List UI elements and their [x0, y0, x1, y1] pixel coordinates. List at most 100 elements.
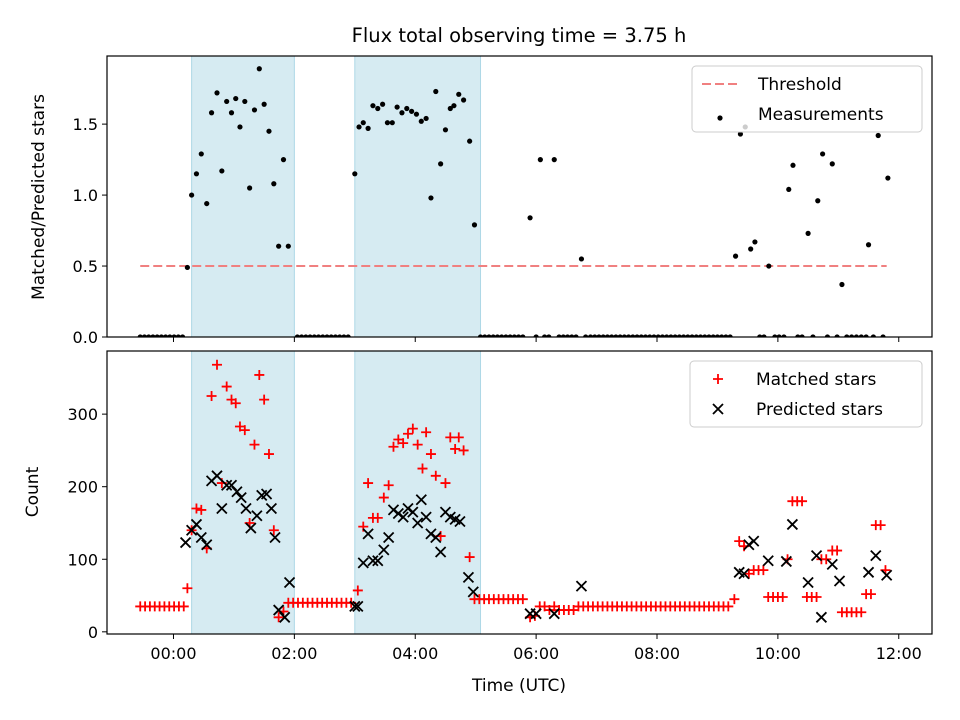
xtick-label-1-1: 02:00 — [271, 644, 317, 663]
point-matched-stars-25 — [254, 369, 265, 380]
point-matched-stars-49 — [372, 512, 383, 523]
point-matched-stars-24 — [249, 439, 260, 450]
point-measurements-72 — [477, 334, 484, 337]
point-measurements-42 — [332, 334, 339, 337]
point-predicted-stars-7 — [216, 502, 228, 515]
series-matched-stars — [135, 359, 891, 623]
point-measurements-120 — [689, 334, 695, 337]
point-predicted-stars-35 — [412, 517, 424, 529]
point-predicted-stars-2 — [190, 518, 203, 531]
point-measurements-73 — [482, 334, 488, 337]
point-measurements-117 — [676, 334, 682, 337]
point-measurements-47 — [356, 124, 362, 130]
point-predicted-stars-39 — [430, 531, 442, 544]
plot-area-1 — [135, 359, 893, 623]
point-predicted-stars-24 — [357, 557, 369, 569]
point-matched-stars-121 — [723, 601, 734, 612]
point-predicted-stars-20 — [279, 611, 291, 623]
point-matched-stars-65 — [450, 443, 461, 454]
point-measurements-141 — [786, 186, 792, 193]
point-measurements-121 — [693, 334, 699, 337]
point-predicted-stars-26 — [367, 555, 379, 567]
point-measurements-87 — [546, 334, 552, 337]
point-measurements-156 — [858, 334, 864, 337]
point-measurements-160 — [875, 132, 881, 139]
point-predicted-stars-63 — [862, 566, 875, 578]
point-measurements-30 — [276, 243, 282, 249]
point-measurements-8 — [171, 334, 177, 337]
point-measurements-2 — [146, 334, 152, 337]
point-measurements-18 — [219, 168, 225, 174]
point-measurements-14 — [198, 151, 204, 157]
point-measurements-124 — [706, 334, 712, 337]
point-measurements-51 — [375, 105, 381, 112]
legend-box-1 — [689, 360, 923, 428]
point-measurements-142 — [790, 162, 796, 168]
point-measurements-98 — [596, 334, 602, 337]
point-predicted-stars-16 — [260, 488, 273, 500]
point-measurements-140 — [781, 334, 787, 337]
point-matched-stars-52 — [388, 441, 399, 452]
point-measurements-37 — [311, 334, 317, 337]
chart-title: Flux total observing time = 3.75 h — [352, 24, 687, 47]
point-measurements-79 — [507, 334, 513, 337]
point-measurements-138 — [772, 334, 778, 337]
point-measurements-34 — [299, 334, 305, 337]
point-matched-stars-28 — [268, 525, 279, 536]
point-measurements-74 — [486, 334, 492, 337]
point-measurements-6 — [163, 334, 169, 337]
point-predicted-stars-50 — [575, 580, 588, 592]
point-measurements-145 — [805, 230, 811, 236]
point-matched-stars-18 — [221, 381, 232, 392]
point-measurements-68 — [456, 91, 462, 97]
point-measurements-78 — [503, 334, 509, 337]
ytick-label-1-3: 300 — [67, 405, 98, 424]
point-matched-stars-64 — [445, 432, 456, 443]
point-matched-stars-67 — [458, 445, 469, 456]
point-measurements-39 — [320, 334, 326, 337]
point-matched-stars-63 — [440, 478, 451, 489]
point-matched-stars-16 — [212, 359, 222, 370]
point-measurements-24 — [247, 185, 253, 191]
point-matched-stars-128 — [758, 565, 769, 576]
point-predicted-stars-48 — [530, 608, 542, 620]
point-measurements-131 — [737, 131, 744, 137]
bottom-panel-ylabel: Count — [23, 466, 43, 517]
point-measurements-159 — [870, 334, 876, 337]
point-predicted-stars-28 — [378, 544, 390, 556]
point-measurements-112 — [655, 334, 661, 337]
point-measurements-103 — [617, 334, 623, 337]
point-measurements-137 — [766, 263, 772, 269]
point-measurements-94 — [578, 256, 585, 262]
point-predicted-stars-17 — [265, 502, 278, 515]
point-predicted-stars-10 — [231, 486, 243, 498]
point-measurements-60 — [418, 118, 424, 124]
xtick-label-1-4: 08:00 — [634, 644, 680, 663]
point-measurements-26 — [256, 66, 262, 72]
point-measurements-70 — [467, 138, 473, 144]
point-predicted-stars-64 — [870, 549, 882, 562]
point-measurements-23 — [242, 98, 248, 105]
point-measurements-148 — [820, 151, 826, 157]
point-predicted-stars-62 — [833, 575, 846, 587]
point-matched-stars-26 — [259, 394, 270, 405]
xtick-label-1-2: 04:00 — [392, 644, 438, 663]
point-measurements-54 — [389, 120, 395, 126]
point-matched-stars-152 — [875, 520, 886, 531]
xtick-label-1-6: 12:00 — [876, 644, 922, 663]
point-measurements-10 — [179, 334, 186, 337]
point-measurements-4 — [154, 334, 160, 337]
point-measurements-85 — [537, 157, 543, 163]
point-measurements-31 — [280, 157, 287, 163]
point-predicted-stars-8 — [221, 479, 233, 491]
point-measurements-66 — [447, 105, 453, 112]
legend-box-0 — [691, 65, 923, 133]
point-matched-stars-13 — [196, 504, 207, 515]
point-predicted-stars-49 — [548, 608, 560, 620]
point-measurements-29 — [271, 181, 277, 187]
point-measurements-106 — [630, 334, 636, 337]
legend-label-0-1: Measurements — [758, 105, 884, 125]
point-measurements-52 — [380, 101, 386, 107]
point-matched-stars-122 — [729, 594, 740, 605]
point-predicted-stars-32 — [397, 511, 409, 523]
